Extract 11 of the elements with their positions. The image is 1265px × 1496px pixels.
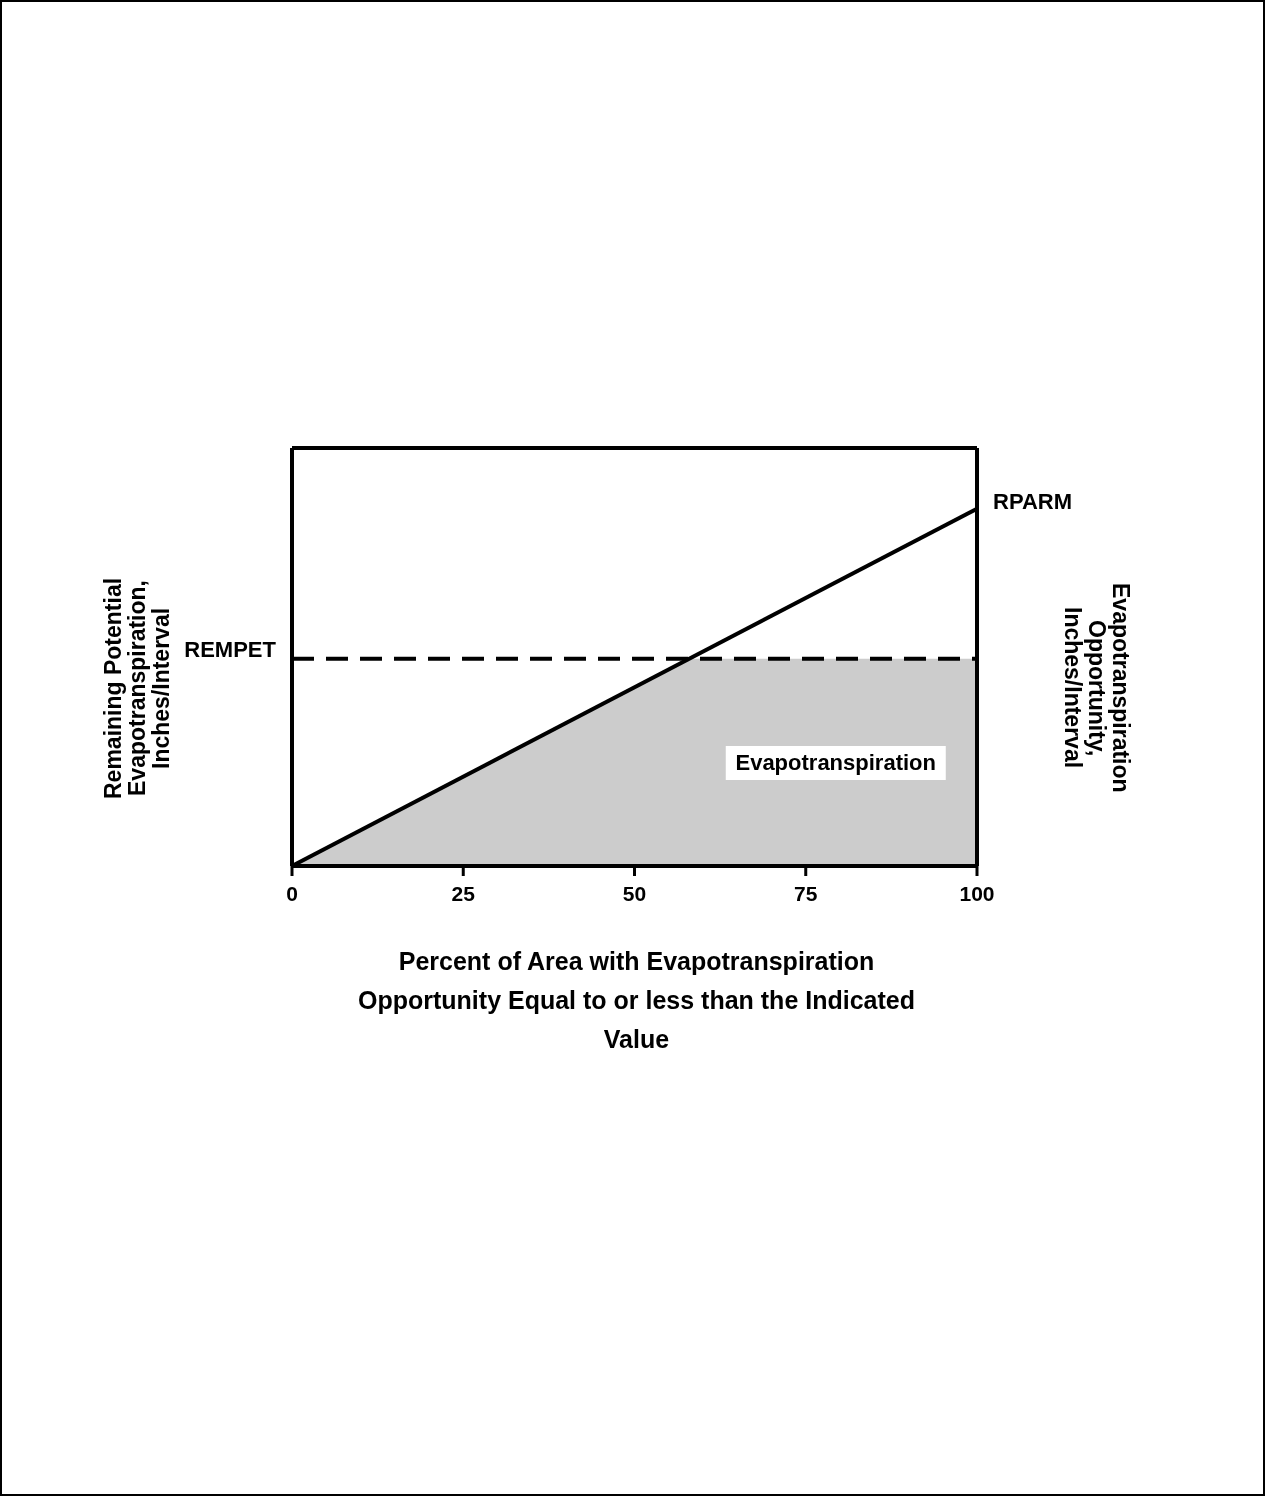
x-tick-label: 100 [959,881,995,905]
x-tick-label: 0 [286,881,298,905]
y-axis-title: Remaining Potential Evapotranspiration, Inches/Interval [100,576,174,801]
series-label: RPARM [993,488,1073,514]
series-label: Evapotranspiration [725,746,946,781]
x-tick-label: 25 [451,881,476,905]
x-tick-label: 75 [794,881,818,905]
x-tick-label: 50 [622,881,647,905]
ref-line-label: REMPET [184,636,277,662]
x-axis-title: Percent of Area with Evapotranspiration Opportunity Equal to or less than the Indicated Value [357,946,916,1055]
y2-axis-title: Evapotranspiration Opportunity, Inches/Interval [1060,582,1134,795]
